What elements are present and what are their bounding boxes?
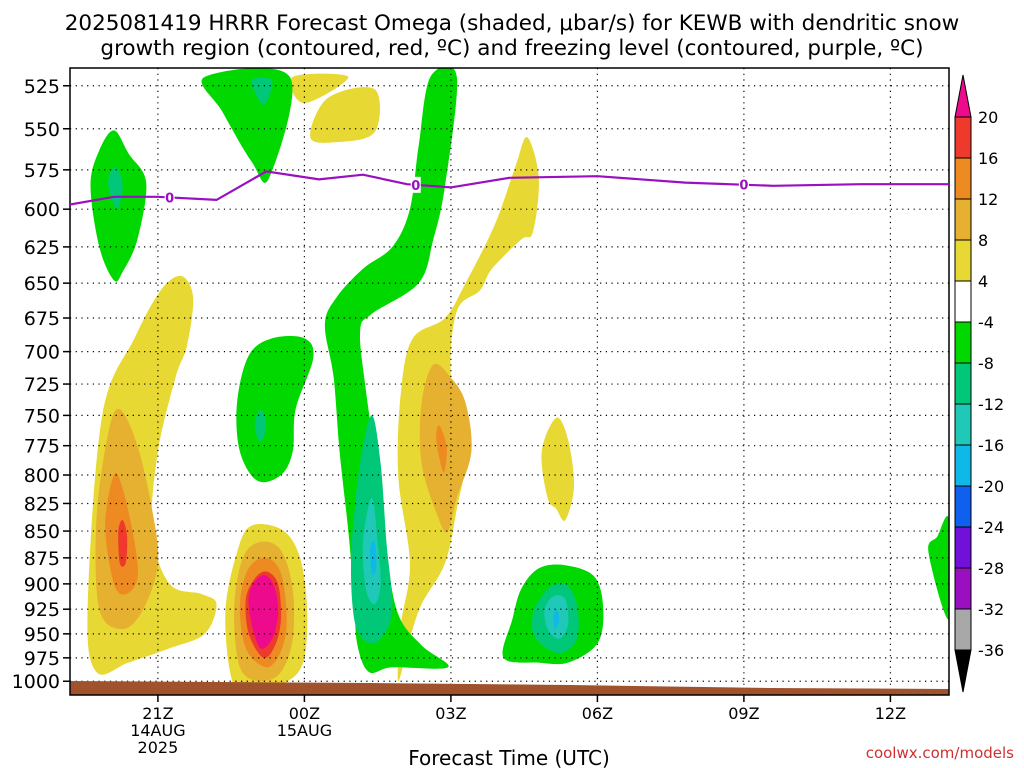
y-tick-label: 900 [24,574,60,596]
chart-title-line2: growth region (contoured, red, ºC) and f… [100,36,923,61]
omega-region-29 [928,516,949,620]
colorbar-label: -20 [978,477,1004,496]
x-tick-label: 14AUG [130,721,185,740]
y-tick-label: 850 [24,521,60,543]
terrain [70,681,949,695]
colorbar-segment [954,157,972,200]
freezing-label-bg [164,189,175,206]
freezing-level-label: 0 [411,179,420,194]
y-tick-label: 575 [24,160,60,182]
colorbar-segment [954,567,972,610]
y-tick-label: 725 [24,374,60,396]
omega-region-28 [553,609,560,630]
y-tick-label: 775 [24,436,60,458]
x-tick-label: 21Z [142,704,173,723]
y-tick-label: 600 [24,199,60,221]
x-tick-label: 12Z [875,704,906,723]
omega-region-23 [236,336,314,483]
y-tick-label: 550 [24,119,60,141]
y-tick-label: 675 [24,308,60,330]
y-tick-label: 825 [24,493,60,515]
colorbar-segment [954,444,972,487]
y-tick-label: 800 [24,465,60,487]
omega-region-16 [108,166,123,210]
colorbar-label: -4 [978,313,994,332]
colorbar-label: -24 [978,518,1004,537]
plot-frame [69,67,950,696]
colorbar-segment [954,608,972,651]
colorbar-segment [954,485,972,528]
omega-region-3 [118,519,128,567]
colorbar-top-arrow [954,74,972,118]
omega-region-13 [541,417,575,521]
colorbar-label: 16 [978,149,998,168]
y-tick-label: 700 [24,342,60,364]
colorbar-label: 4 [978,272,988,291]
y-tick-label: 525 [24,76,60,98]
y-tick-label: 950 [24,624,60,646]
colorbar-segment [954,321,972,364]
freezing-label-bg [738,176,749,193]
colorbar-label: 8 [978,231,988,250]
colorbar-segment [954,526,972,569]
y-tick-label: 1000 [12,671,60,693]
freezing-level-label: 0 [165,191,174,206]
freezing-level-label: 0 [739,179,748,194]
x-tick-label: 03Z [435,704,466,723]
omega-region-18 [251,77,273,105]
chart-title-line1: 2025081419 HRRR Forecast Omega (shaded, … [65,11,960,36]
y-tick-label: 925 [24,599,60,621]
colorbar-segment [954,362,972,405]
freezing-label-bg [410,176,421,193]
omega-region-17 [201,68,293,183]
colorbar-label: -36 [978,641,1004,660]
colorbar-label: -16 [978,436,1004,455]
omega-region-8 [248,575,279,649]
omega-region-10 [397,136,539,682]
colorbar-segment [954,239,972,282]
watermark: coolwx.com/models [866,744,1014,762]
x-tick-label: 06Z [582,704,613,723]
colorbar-segment [954,198,972,241]
omega-region-14 [290,73,349,104]
omega-region-24 [254,409,267,443]
x-tick-label: 2025 [138,738,179,757]
colorbar-segment [954,280,972,323]
y-tick-label: 625 [24,237,60,259]
colorbar-label: -32 [978,600,1004,619]
colorbar-segment [954,116,972,159]
y-tick-label: 975 [24,648,60,670]
colorbar-segment [954,403,972,446]
colorbar-label: -12 [978,395,1004,414]
x-axis-title: Forecast Time (UTC) [408,746,610,768]
y-tick-label: 650 [24,273,60,295]
colorbar-bottom-arrow [954,649,972,693]
colorbar-label: 12 [978,190,998,209]
y-tick-label: 875 [24,548,60,570]
x-tick-label: 00Z [289,704,320,723]
colorbar-label: -8 [978,354,994,373]
omega-region-12 [436,425,447,473]
colorbar-label: -28 [978,559,1004,578]
x-tick-label: 15AUG [277,721,332,740]
x-tick-label: 09Z [728,704,759,723]
colorbar-label: 20 [978,108,998,127]
y-tick-label: 750 [24,405,60,427]
